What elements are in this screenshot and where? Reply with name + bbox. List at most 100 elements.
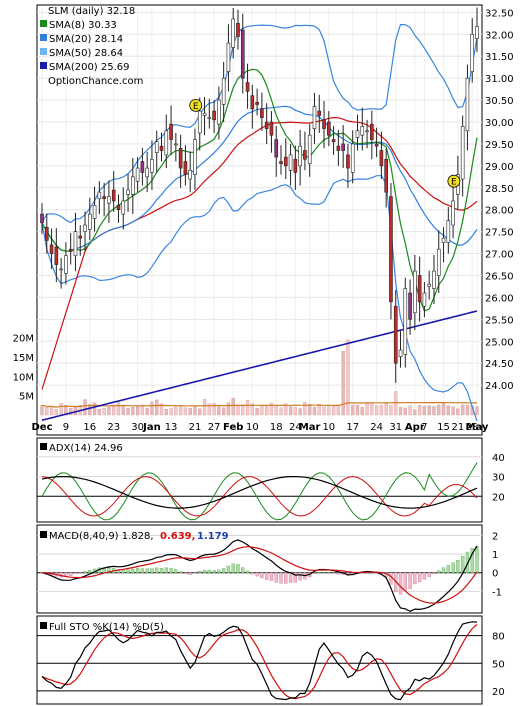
candle-body <box>307 134 312 164</box>
volume-bar <box>308 404 312 416</box>
volume-bar <box>102 407 106 416</box>
x-axis-label: 16 <box>83 422 96 433</box>
volume-bar <box>217 406 221 416</box>
candle-body <box>393 305 398 364</box>
macd-histogram-bar <box>293 572 298 583</box>
volume-bar <box>155 399 159 416</box>
candle-body <box>54 246 59 265</box>
candle-body <box>293 158 298 173</box>
volume-tick-label: 20M <box>13 334 34 345</box>
macd-histogram-bar <box>336 572 341 575</box>
candle-body <box>240 29 245 79</box>
volume-bar <box>437 404 441 416</box>
macd-signal-line <box>41 546 478 604</box>
macd-histogram-bar <box>446 565 450 573</box>
candle-body <box>102 196 106 200</box>
macd-panel <box>36 524 483 614</box>
candle-body <box>441 237 446 243</box>
candle-body <box>336 145 341 151</box>
candle-body <box>83 224 87 232</box>
candle-body <box>398 349 403 357</box>
volume-bar <box>374 405 379 416</box>
volume-bar <box>69 407 73 416</box>
macd-histogram-bar <box>269 572 274 581</box>
x-axis-label: 10 <box>246 422 259 433</box>
candle-body <box>470 34 475 72</box>
macd-histogram-bar <box>288 572 293 583</box>
candle-body <box>231 18 236 48</box>
volume-bar <box>365 402 369 416</box>
legend-swatch <box>40 20 47 27</box>
macd-histogram-bar <box>193 572 197 574</box>
legend-entry: SLM (daily) 32.18 <box>48 6 135 17</box>
volume-bar <box>221 407 226 416</box>
macd-histogram-bar <box>150 568 154 573</box>
x-axis-label: 15 <box>437 422 450 433</box>
x-axis-label: Jan <box>142 422 161 433</box>
adx-title: ADX(14) 24.96 <box>49 443 123 454</box>
candle-body <box>40 213 44 224</box>
macd-histogram-bar <box>212 570 216 573</box>
volume-bar <box>403 407 407 416</box>
volume-bar <box>260 405 264 416</box>
volume-bar <box>174 406 178 416</box>
volume-bar <box>427 405 431 416</box>
volume-bar <box>461 404 465 416</box>
candle-body <box>150 158 154 173</box>
candle-body <box>389 196 393 303</box>
x-axis-label: Apr <box>405 422 425 433</box>
minus-di-line <box>41 476 478 517</box>
macd-histogram-bar <box>198 570 202 573</box>
volume-bar <box>389 405 393 416</box>
volume-bar <box>432 406 436 416</box>
candle-body <box>174 143 178 146</box>
candle-body <box>417 275 422 303</box>
adx-legend-swatch <box>40 443 47 450</box>
macd-histogram-bar <box>221 568 226 573</box>
macd-tick-label: 2 <box>492 531 498 542</box>
macd-histogram-bar <box>217 569 221 573</box>
volume-bar <box>441 403 446 416</box>
x-axis-label: 10 <box>322 422 335 433</box>
macd-histogram-bar <box>69 572 73 576</box>
x-axis-label: Dec <box>31 422 52 433</box>
candle-body <box>460 126 465 180</box>
macd-histogram-bar <box>188 572 192 575</box>
macd-histogram-bar <box>164 567 168 573</box>
volume-bar <box>178 405 183 416</box>
macd-histogram-bar <box>432 572 436 575</box>
volume-bar <box>336 404 341 416</box>
legend-entry: SMA(20) 28.14 <box>49 34 123 45</box>
x-axis-label: 27 <box>208 422 221 433</box>
price-tick-label: 27.00 <box>485 250 514 261</box>
macd-tick-label: 1 <box>492 550 498 561</box>
macd-histogram-bar <box>470 547 474 573</box>
macd-histogram-bar <box>83 571 87 573</box>
candle-body <box>451 200 455 226</box>
candle-body <box>384 158 388 193</box>
macd-histogram-bar <box>88 570 92 573</box>
candle-body <box>73 231 78 257</box>
x-axis-label: 18 <box>270 422 283 433</box>
volume-bar <box>288 406 293 416</box>
macd-histogram-bar <box>236 563 240 573</box>
legend-entry: OptionChance.com <box>48 76 143 87</box>
candle-body <box>188 169 192 180</box>
candle-body <box>236 23 240 37</box>
price-tick-label: 32.50 <box>485 8 514 19</box>
volume-bar <box>284 403 288 416</box>
candle-body <box>427 283 431 287</box>
candle-body <box>64 255 68 274</box>
price-tick-label: 31.00 <box>485 74 514 85</box>
macd-value: 1.179 <box>197 531 229 542</box>
volume-bar <box>293 407 298 416</box>
macd-histogram-bar <box>408 572 412 590</box>
volume-bar <box>159 403 164 416</box>
volume-bar <box>360 407 364 416</box>
volume-bar <box>145 407 149 416</box>
candle-body <box>178 148 183 169</box>
macd-histogram-bar <box>231 563 235 573</box>
candle-body <box>121 200 126 215</box>
candle-body <box>68 248 73 252</box>
volume-bar <box>121 406 125 416</box>
